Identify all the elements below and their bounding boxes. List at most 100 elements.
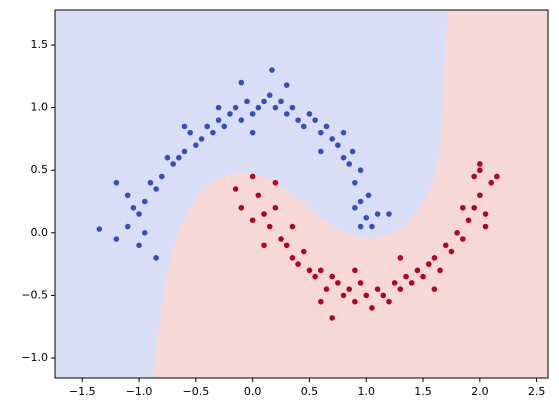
point bbox=[482, 211, 489, 217]
point bbox=[232, 186, 239, 192]
point bbox=[124, 223, 131, 230]
point bbox=[357, 223, 364, 230]
point bbox=[369, 305, 375, 311]
x-tick-label: 1.5 bbox=[414, 385, 432, 398]
point bbox=[249, 173, 256, 180]
point bbox=[329, 136, 335, 142]
point bbox=[187, 129, 193, 136]
point bbox=[227, 111, 233, 117]
point bbox=[357, 167, 364, 174]
point bbox=[130, 204, 137, 211]
point bbox=[295, 117, 301, 123]
point bbox=[272, 204, 279, 211]
point bbox=[289, 104, 296, 111]
point bbox=[482, 223, 489, 230]
point bbox=[414, 267, 421, 274]
point bbox=[153, 186, 159, 192]
point bbox=[215, 104, 222, 111]
point bbox=[295, 261, 301, 267]
point bbox=[136, 211, 142, 217]
x-tick-label: −0.5 bbox=[182, 385, 209, 398]
point bbox=[494, 173, 500, 180]
point bbox=[232, 104, 239, 111]
point bbox=[318, 267, 324, 274]
point bbox=[278, 236, 284, 242]
point bbox=[340, 129, 347, 136]
point bbox=[289, 223, 296, 230]
point bbox=[323, 123, 330, 130]
point bbox=[255, 104, 262, 111]
x-tick-label: 2.5 bbox=[528, 385, 546, 398]
point bbox=[244, 98, 250, 105]
point bbox=[181, 148, 188, 155]
point bbox=[352, 179, 358, 186]
point bbox=[448, 248, 455, 255]
point bbox=[431, 286, 438, 292]
point bbox=[340, 154, 347, 161]
point bbox=[269, 67, 275, 73]
point bbox=[346, 161, 353, 167]
x-tick-label: 1.0 bbox=[357, 385, 375, 398]
point bbox=[124, 192, 131, 199]
point bbox=[403, 273, 409, 280]
point bbox=[136, 242, 142, 249]
plot-frame bbox=[54, 9, 549, 379]
point bbox=[380, 292, 387, 299]
point bbox=[238, 117, 245, 123]
point bbox=[272, 104, 279, 111]
point bbox=[249, 129, 256, 136]
point bbox=[113, 236, 120, 242]
point bbox=[153, 255, 159, 261]
point bbox=[335, 280, 341, 286]
point bbox=[312, 273, 318, 280]
point bbox=[193, 142, 199, 148]
point bbox=[488, 179, 495, 186]
point bbox=[454, 230, 460, 236]
point bbox=[306, 267, 313, 274]
point bbox=[340, 292, 347, 299]
point bbox=[471, 173, 477, 180]
point bbox=[329, 315, 335, 321]
point bbox=[170, 161, 176, 167]
point bbox=[477, 161, 483, 167]
point bbox=[238, 204, 245, 211]
point bbox=[283, 82, 290, 88]
y-tick-label: −1.0 bbox=[21, 351, 48, 364]
point bbox=[238, 79, 245, 86]
point bbox=[397, 286, 404, 292]
x-tick-label: 2.0 bbox=[471, 385, 489, 398]
point bbox=[352, 267, 358, 274]
point bbox=[215, 117, 222, 123]
point bbox=[158, 173, 165, 180]
point bbox=[408, 280, 415, 286]
region-blue bbox=[55, 10, 448, 378]
point bbox=[249, 217, 256, 224]
y-tick-label: 0.0 bbox=[31, 226, 49, 239]
point bbox=[425, 261, 432, 267]
point bbox=[283, 242, 290, 249]
point bbox=[374, 211, 381, 217]
point bbox=[386, 298, 392, 305]
point bbox=[386, 211, 392, 217]
point bbox=[289, 255, 296, 261]
point bbox=[261, 211, 267, 217]
point bbox=[363, 214, 370, 221]
point bbox=[221, 123, 228, 130]
point bbox=[141, 198, 148, 205]
x-tick-label: −1.5 bbox=[69, 385, 96, 398]
point bbox=[141, 230, 148, 236]
point bbox=[477, 167, 483, 174]
point bbox=[477, 192, 483, 199]
point bbox=[318, 298, 324, 305]
y-tick-label: 1.0 bbox=[31, 101, 49, 114]
point bbox=[261, 242, 267, 249]
point bbox=[255, 192, 262, 199]
point bbox=[471, 204, 477, 211]
point bbox=[300, 123, 307, 130]
point bbox=[460, 236, 466, 242]
x-tick-label: −1.0 bbox=[126, 385, 153, 398]
point bbox=[210, 129, 216, 136]
point bbox=[374, 286, 381, 292]
point bbox=[113, 179, 120, 186]
